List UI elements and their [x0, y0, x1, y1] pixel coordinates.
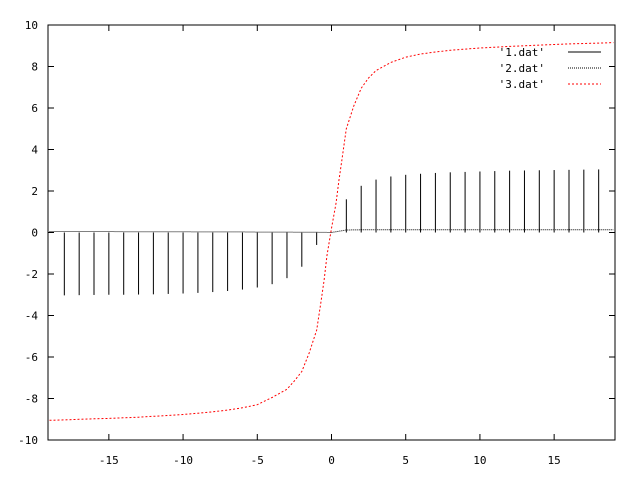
y-tick-label: 8 — [31, 61, 38, 74]
x-tick-label: 0 — [328, 454, 335, 467]
y-tick-label: -10 — [18, 434, 38, 447]
y-tick-label: -2 — [25, 268, 38, 281]
series-layer — [49, 42, 614, 421]
y-tick-label: -8 — [25, 393, 38, 406]
legend-label: '2.dat' — [499, 62, 545, 75]
legend-label: '1.dat' — [499, 46, 545, 59]
y-tick-label: 6 — [31, 102, 38, 115]
x-tick-label: 10 — [473, 454, 486, 467]
series-3-line — [49, 42, 614, 421]
x-tick-label: -5 — [251, 454, 264, 467]
y-tick-label: 4 — [31, 144, 38, 157]
y-tick-label: 10 — [25, 19, 38, 32]
y-tick-label: -6 — [25, 351, 38, 364]
x-tick-label: -10 — [173, 454, 193, 467]
series-2-line — [49, 229, 614, 234]
y-tick-label: 2 — [31, 185, 38, 198]
x-tick-label: -15 — [99, 454, 119, 467]
y-tick-label: 0 — [31, 227, 38, 240]
legend: '1.dat' '2.dat' '3.dat' — [499, 46, 601, 91]
y-tick-label: -4 — [25, 310, 39, 323]
x-tick-label: 15 — [548, 454, 561, 467]
axis-ticks: -15 -10 -5 0 5 10 15 -10 -8 -6 -4 -2 0 2 4 6 8 10 — [18, 19, 615, 467]
x-tick-label: 5 — [402, 454, 409, 467]
legend-label: '3.dat' — [499, 78, 545, 91]
